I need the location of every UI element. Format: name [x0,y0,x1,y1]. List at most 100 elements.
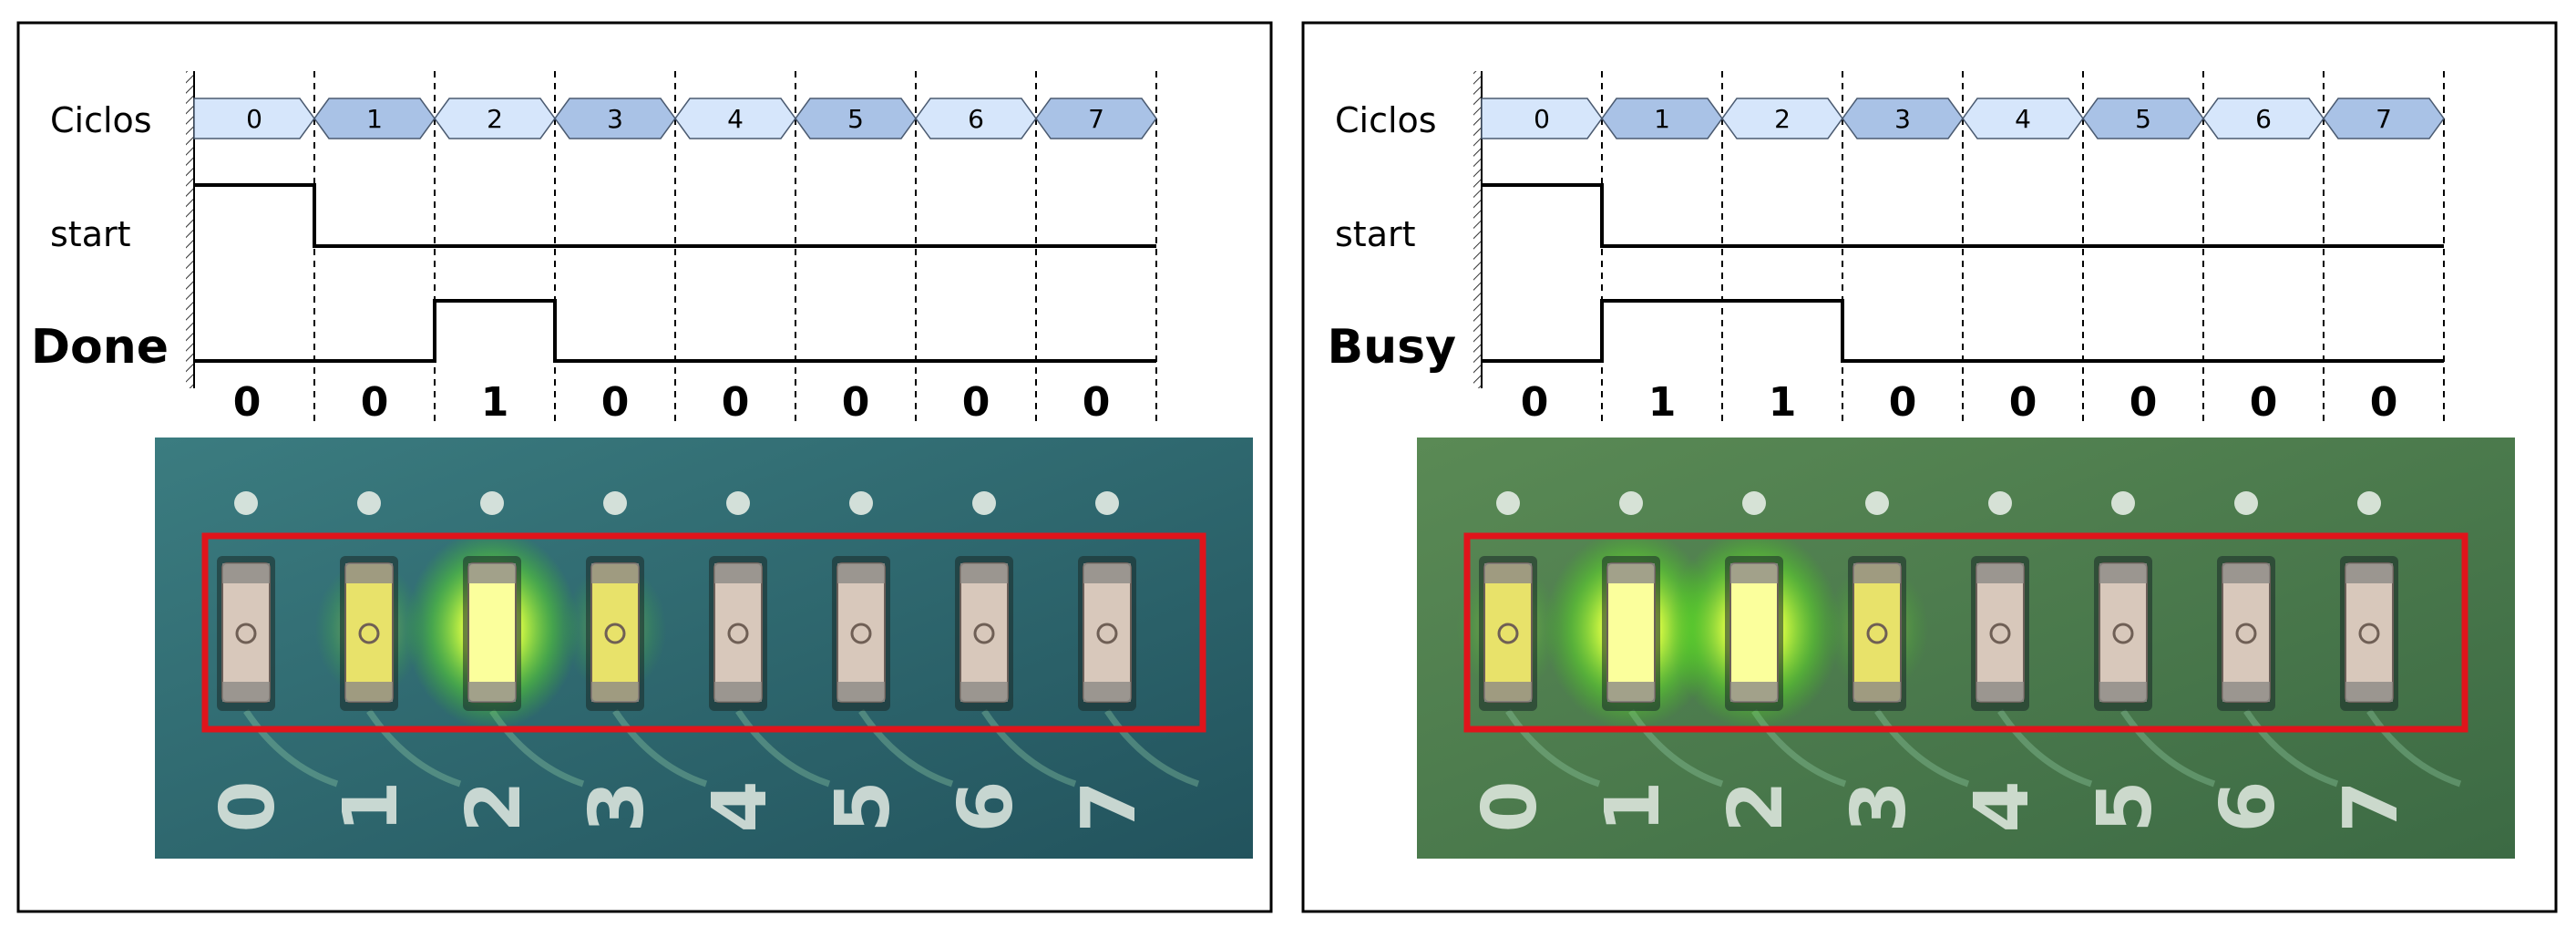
bit-value: 1 [1648,379,1677,426]
led-body [2222,562,2271,703]
pcb-trace [1104,709,1200,788]
led-pad-bottom [1730,682,1778,702]
pcb-via [1496,491,1520,515]
led-body [1852,562,1902,703]
cycle-hexagon [1601,98,1723,139]
led-die [850,623,872,644]
led-pad-bottom [1607,682,1655,702]
pcb-trace [1997,709,2093,788]
pcb-via [2234,491,2258,515]
led-6 [955,556,1013,711]
pcb-via [972,491,996,515]
cycle-hexagon [1035,98,1157,139]
cycle-number: 6 [968,104,984,134]
cycle-number: 4 [727,104,744,134]
bit-value: 0 [2009,379,2037,426]
signal-waveform [194,299,1156,363]
led-pad-top [1976,563,2024,583]
cycle-hexagon [1721,98,1843,139]
pcb-via [1095,491,1119,515]
cycle-number: 7 [2376,104,2392,134]
cycle-hexagon [2082,98,2204,139]
cycle-hexagon [193,98,315,139]
led-die [1989,623,2011,644]
pcb-via [480,491,504,515]
pcb-via [2111,491,2135,515]
silkscreen-digit: 5 [2082,780,2169,832]
led-die [727,623,749,644]
led-pad-top [2222,563,2270,583]
silkscreen-digit: 4 [1959,780,2046,832]
silkscreen-digit: 1 [1590,780,1677,832]
bit-value: 0 [962,379,990,426]
start-waveform [1482,183,2444,248]
bit-value: 0 [601,379,630,426]
start-label: start [50,214,131,254]
pcb-via [849,491,873,515]
silkscreen-digit: 4 [697,780,784,832]
cycle-number: 0 [246,104,262,134]
led-die [1497,623,1519,644]
led-0 [1479,556,1537,711]
led-pad-bottom [714,682,762,702]
cycle-hexagon [554,98,676,139]
led-body [344,562,394,703]
origin-hatch [186,71,194,388]
silkscreen-digit: 0 [205,780,292,832]
cycle-number: 5 [847,104,864,134]
led-die [604,623,626,644]
led-pad-top [1853,563,1901,583]
cycle-number: 7 [1088,104,1104,134]
led-pad-top [222,563,270,583]
led-1 [340,556,398,711]
led-body [590,562,640,703]
cycle-number: 0 [1534,104,1550,134]
bit-value: 1 [481,379,509,426]
led-die [358,623,380,644]
led-pad-top [1083,563,1131,583]
cycle-hexagon [1842,98,1964,139]
cycle-number: 3 [1894,104,1911,134]
start-waveform [194,183,1156,248]
cycle-hexagon [795,98,917,139]
silkscreen-digit: 1 [328,780,415,832]
led-pad-bottom [591,682,639,702]
cycle-number: 6 [2255,104,2272,134]
led-pad-bottom [2345,682,2393,702]
led-body [836,562,886,703]
led-2 [463,556,521,711]
cycle-hexagon [674,98,796,139]
led-0 [217,556,275,711]
led-die [235,623,257,644]
pcb-trace [2120,709,2216,788]
bit-value: 0 [361,379,389,426]
led-pad-top [2345,563,2393,583]
led-pad-top [837,563,885,583]
cycle-hexagon [1481,98,1603,139]
led-pad-bottom [1083,682,1131,702]
cycle-hexagon [2323,98,2445,139]
led-5 [2094,556,2152,711]
cycle-number: 2 [487,104,503,134]
led-6 [2217,556,2275,711]
bit-value: 0 [722,379,750,426]
silkscreen-digit: 2 [451,780,538,832]
led-body [1083,562,1132,703]
led-1 [1602,556,1660,711]
silkscreen-digit: 7 [1066,780,1153,832]
led-die [973,623,995,644]
cycle-number: 3 [607,104,623,134]
led-body [1606,562,1656,703]
bit-value: 0 [233,379,262,426]
pcb-via [357,491,381,515]
pcb-trace [1874,709,1970,788]
signal-label: Done [31,320,169,375]
pcb-via [234,491,258,515]
led-5 [832,556,890,711]
bit-value: 0 [1521,379,1549,426]
pcb-trace [366,709,462,788]
led-die [1096,623,1118,644]
led-body [713,562,763,703]
led-pad-top [345,563,393,583]
bit-value: 0 [1889,379,1917,426]
